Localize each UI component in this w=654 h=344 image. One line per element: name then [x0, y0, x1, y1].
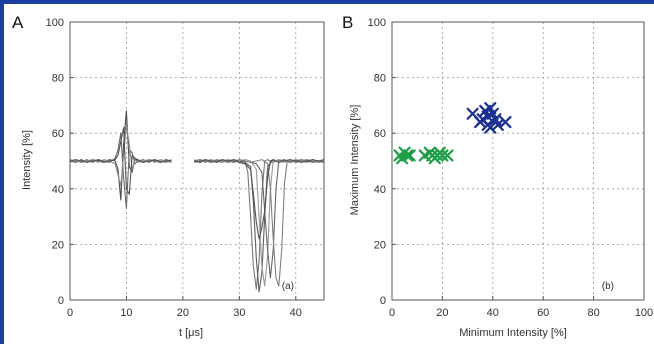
a-x-tick-label: 20: [177, 307, 189, 319]
b-x-tick-label: 100: [635, 307, 653, 319]
a-x-tick-label: 30: [233, 307, 245, 319]
panel-a-trace: [194, 160, 324, 287]
b-y-tick-label: 80: [374, 73, 386, 85]
panel-a-trace: [70, 111, 172, 200]
panel-a-letter: A: [12, 13, 24, 32]
a-y-tick-label: 40: [52, 184, 64, 196]
panel-a-x-label: t [μs]: [179, 327, 203, 339]
panel-a-y-label: Intensity [%]: [21, 130, 33, 190]
panel-a-sub-label: (a): [282, 281, 294, 292]
a-y-tick-label: 60: [52, 128, 64, 140]
b-y-tick-label: 100: [368, 17, 386, 29]
panel-a: A 0 10 20 30 40 0 20 40 60 80 100 t [μs] Intensit…: [12, 13, 324, 339]
a-x-tick-label: 40: [290, 307, 302, 319]
figure-canvas: A 0 10 20 30 40 0 20 40 60 80 100 t [μs] Intensit…: [4, 4, 654, 344]
b-y-tick-label: 0: [380, 295, 386, 307]
panel-a-traces: [70, 111, 324, 292]
panel-a-x-ticks: 0 10 20 30 40: [67, 296, 302, 319]
b-x-tick-label: 20: [436, 307, 448, 319]
b-x-tick-label: 80: [587, 307, 599, 319]
b-y-tick-label: 20: [374, 239, 386, 251]
b-x-tick-label: 40: [487, 307, 499, 319]
a-y-tick-label: 20: [52, 239, 64, 251]
b-y-tick-label: 60: [374, 128, 386, 140]
panel-b-x-ticks: 0 20 40 60 80 100: [389, 296, 653, 319]
panel-b-x-label: Minimum Intensity [%]: [459, 327, 567, 339]
a-x-tick-label: 10: [120, 307, 132, 319]
panel-b: B 0 20 40 60 80 100 0 20 40 60 80 100 Minimum Inte…: [342, 13, 653, 339]
panel-a-trace: [194, 160, 324, 239]
b-x-tick-label: 60: [537, 307, 549, 319]
a-y-tick-label: 80: [52, 73, 64, 85]
a-x-tick-label: 0: [67, 307, 73, 319]
b-x-tick-label: 0: [389, 307, 395, 319]
panel-b-sub-label: (b): [602, 281, 614, 292]
a-y-tick-label: 0: [58, 295, 64, 307]
b-y-tick-label: 40: [374, 184, 386, 196]
panel-b-y-label: Maximum Intensity [%]: [349, 105, 361, 216]
panel-b-letter: B: [342, 13, 353, 32]
a-y-tick-label: 100: [46, 17, 64, 29]
